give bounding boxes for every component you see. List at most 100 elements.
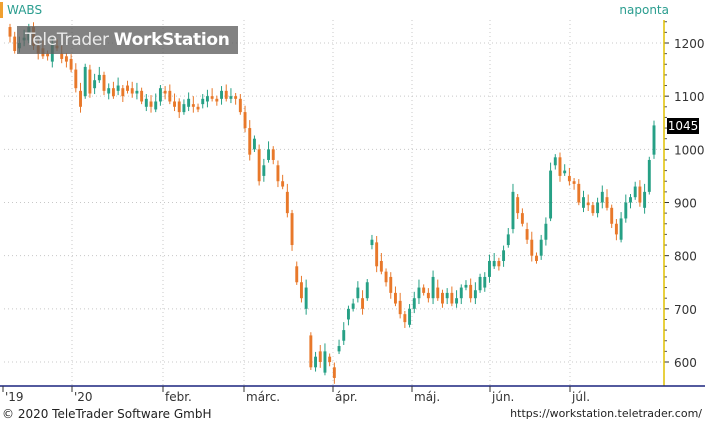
candle-body	[177, 101, 181, 113]
candle-body	[370, 239, 374, 246]
candle-body	[445, 292, 449, 299]
candle-body	[431, 276, 435, 299]
candle-body	[577, 183, 581, 203]
period-label: naponta	[619, 3, 669, 17]
candle-body	[375, 242, 379, 267]
candle-body	[144, 98, 148, 107]
candle-body	[544, 223, 548, 240]
candle-body	[238, 98, 242, 113]
candle-body	[497, 260, 501, 267]
candle-body	[478, 276, 482, 291]
candle-body	[107, 88, 111, 94]
candle-body	[459, 287, 463, 299]
candle-body	[553, 157, 557, 166]
candle-body	[285, 191, 289, 214]
candle-body	[492, 260, 496, 267]
candle-body	[412, 298, 416, 309]
candle-body	[262, 165, 266, 176]
candle-body	[511, 191, 515, 230]
candle-body	[417, 287, 421, 299]
candle-body	[426, 292, 430, 299]
candle-body	[506, 234, 510, 246]
candle-body	[281, 181, 285, 187]
candle-body	[389, 276, 393, 293]
ticker-accent-bar	[0, 2, 3, 18]
candle-body	[168, 90, 172, 102]
candle-body	[121, 88, 125, 97]
candle-body	[436, 287, 440, 299]
candle-body	[215, 98, 219, 102]
y-tick-label: 600	[674, 356, 697, 370]
candle-body	[610, 207, 614, 224]
candle-body	[563, 170, 567, 174]
candle-body	[394, 292, 397, 304]
candle-body	[619, 218, 623, 240]
candle-body	[13, 36, 17, 51]
candle-body	[600, 191, 604, 203]
ticker-label: WABS	[7, 3, 43, 17]
candle-body	[196, 106, 200, 110]
candle-body	[633, 186, 637, 198]
candle-body	[464, 284, 468, 288]
candle-body	[257, 149, 261, 182]
candle-body	[149, 101, 153, 107]
candle-body	[441, 292, 444, 304]
candle-body	[403, 314, 407, 323]
candle-body	[586, 202, 590, 206]
x-tick-label: márc.	[246, 390, 280, 404]
y-tick-label: 1100	[674, 90, 705, 104]
candle-body	[290, 213, 294, 246]
candle-body	[314, 356, 318, 368]
footer-url[interactable]: https://workstation.teletrader.com/	[510, 407, 702, 420]
candle-body	[450, 292, 454, 304]
candle-body	[248, 128, 252, 155]
candle-body	[365, 282, 369, 299]
candle-body	[93, 80, 97, 89]
y-tick-label: 1200	[674, 37, 705, 51]
candle-body	[647, 159, 651, 192]
candle-body	[398, 300, 402, 315]
candle-body	[328, 356, 332, 362]
candle-body	[182, 104, 186, 113]
candle-body	[97, 74, 101, 81]
candle-body	[295, 266, 299, 283]
candle-body	[351, 303, 355, 309]
candle-body	[455, 298, 459, 304]
candle-body	[535, 255, 538, 261]
candle-body	[337, 346, 341, 352]
candle-body	[342, 330, 346, 341]
candle-body	[591, 205, 595, 214]
y-tick-label: 900	[674, 197, 697, 211]
candle-body	[384, 271, 388, 283]
y-tick-label: 1000	[674, 143, 705, 157]
candle-body	[140, 90, 144, 102]
candle-body	[638, 186, 642, 203]
candles	[8, 22, 656, 384]
watermark-brand-light: TeleTrader	[25, 30, 114, 50]
candle-body	[539, 239, 543, 256]
candle-body	[361, 298, 365, 309]
y-axis: 600 700 800 900 1000 1100 1200	[663, 20, 705, 386]
candle-body	[332, 367, 336, 378]
candle-body	[234, 96, 238, 99]
candle-body	[379, 260, 383, 272]
candle-body	[79, 90, 82, 107]
candle-body	[276, 165, 280, 182]
candle-body	[243, 112, 247, 129]
x-tick-label: máj.	[414, 390, 440, 404]
candle-body	[323, 351, 327, 373]
candle-body	[224, 90, 228, 99]
candle-body	[187, 98, 191, 107]
last-price-tag: 1045	[667, 118, 699, 134]
y-tick-label: 800	[674, 250, 697, 264]
candle-body	[158, 88, 162, 102]
candle-body	[605, 197, 609, 208]
x-tick-label: ápr.	[335, 390, 358, 404]
candle-body	[643, 191, 647, 208]
candle-body	[422, 287, 426, 293]
candle-body	[163, 90, 167, 94]
candle-body	[135, 90, 139, 94]
x-axis: '19 '20 febr. márc. ápr. máj. jún. júl.	[0, 385, 705, 404]
candle-body	[652, 125, 656, 155]
candle-body	[582, 197, 585, 208]
